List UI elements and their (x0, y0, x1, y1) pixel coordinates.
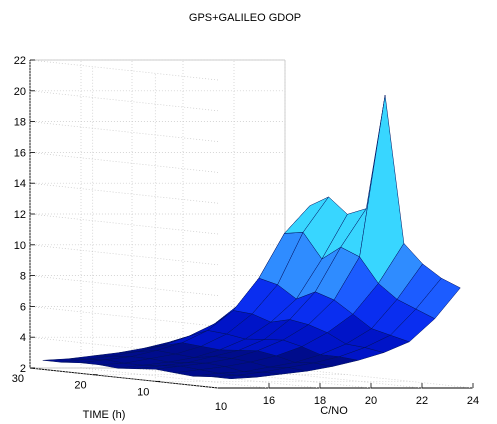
z-gridline (29, 121, 285, 142)
z-gridline (29, 275, 285, 296)
z-tick-label: 18 (14, 117, 26, 129)
surface-patch (415, 277, 461, 320)
z-tick-label: 8 (20, 271, 26, 283)
z-tick-label: 4 (20, 332, 26, 344)
y-tick-label-partial: 10 (215, 401, 227, 413)
z-tick-label: 16 (14, 147, 26, 159)
z-tick-label: 22 (14, 55, 26, 67)
z-tick-label: 6 (20, 301, 26, 313)
x-tick-label: 16 (263, 395, 275, 407)
x-tick-label: 20 (365, 395, 377, 407)
x-tick-label: 18 (314, 395, 326, 407)
surface-plot (42, 95, 461, 380)
y-axis-label: TIME (h) (83, 409, 126, 421)
z-tick-label: 20 (14, 86, 26, 98)
z-gridline (29, 182, 285, 204)
z-tick-label: 2 (20, 363, 26, 375)
z-tick-label: 10 (14, 240, 26, 252)
z-gridline (29, 244, 285, 266)
y-tick-label: 30 (12, 373, 24, 385)
y-gridline (154, 73, 411, 382)
axis-line (29, 367, 219, 389)
z-gridline (29, 152, 285, 173)
x-tick-label: 24 (467, 395, 479, 407)
chart-title: GPS+GALILEO GDOP (189, 12, 301, 24)
z-tick-label: 14 (14, 178, 26, 190)
z-gridline (29, 59, 285, 81)
z-gridline (29, 90, 285, 112)
y-tick-label: 20 (74, 380, 86, 392)
x-axis-label: C/NO (320, 405, 348, 417)
z-gridline (29, 213, 285, 235)
y-tick-label: 10 (137, 386, 149, 398)
x-tick-label: 22 (416, 395, 428, 407)
z-tick-label: 12 (14, 209, 26, 221)
